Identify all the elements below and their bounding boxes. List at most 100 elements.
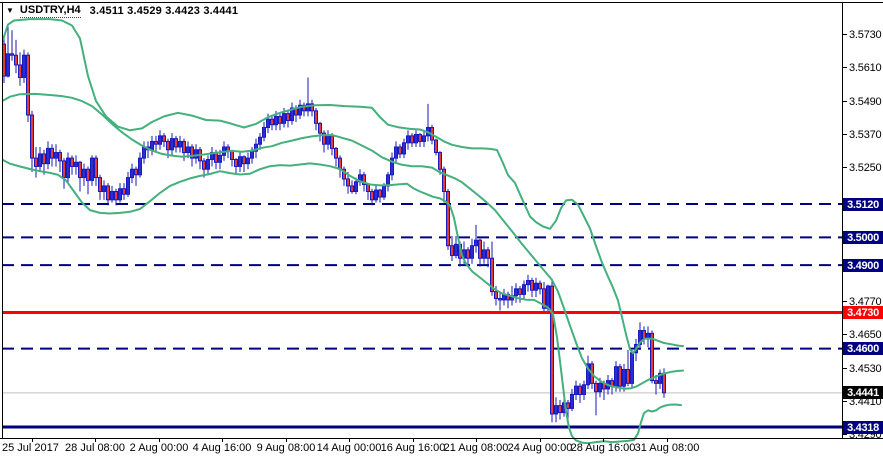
bear-candle xyxy=(166,140,170,151)
price-tick-mark xyxy=(843,134,847,135)
level-price-badge: 3.4600 xyxy=(843,342,883,355)
dropdown-arrow-icon[interactable]: ▼ xyxy=(6,6,14,15)
bear-candle xyxy=(174,138,178,148)
bull-candle xyxy=(306,103,310,112)
current-price-badge: 3.4441 xyxy=(843,386,883,399)
price-tick-label: 3.5250 xyxy=(843,161,883,174)
bollinger-upper-band xyxy=(2,18,684,355)
bull-candle xyxy=(74,161,78,167)
bull-candle xyxy=(238,156,242,167)
price-tick-label: 3.4770 xyxy=(843,295,883,308)
bear-candle xyxy=(538,282,542,290)
bear-candle xyxy=(434,139,438,154)
time-tick-mark xyxy=(413,439,414,442)
bull-candle xyxy=(46,147,50,165)
bull-candle xyxy=(6,53,10,77)
bear-candle xyxy=(334,147,338,159)
bull-candle xyxy=(142,146,146,159)
bull-candle xyxy=(414,133,418,144)
bull-candle xyxy=(470,245,474,259)
bull-candle xyxy=(546,285,550,309)
time-tick-mark xyxy=(286,439,287,442)
bull-candle xyxy=(282,113,286,124)
bear-candle xyxy=(350,185,354,192)
price-axis[interactable]: 3.57303.56103.54903.53703.52503.48903.47… xyxy=(843,0,883,459)
bear-candle xyxy=(498,298,502,301)
bear-candle xyxy=(318,122,322,134)
bear-candle xyxy=(14,54,18,66)
time-tick-mark xyxy=(603,439,604,442)
bear-candle xyxy=(478,239,482,259)
bull-candle xyxy=(598,382,602,393)
bear-candle xyxy=(558,405,562,414)
time-tick-label: 21 Aug 08:00 xyxy=(443,442,509,454)
candles-layer xyxy=(2,24,666,423)
price-tick-mark xyxy=(843,167,847,168)
bull-candle xyxy=(406,135,410,144)
bear-candle xyxy=(234,159,238,167)
bull-candle xyxy=(482,249,486,259)
bear-candle xyxy=(342,168,346,180)
bear-candle xyxy=(626,368,630,384)
bear-candle xyxy=(530,279,534,291)
top-border xyxy=(0,2,883,3)
bull-candle xyxy=(262,127,266,138)
bull-candle xyxy=(118,188,122,201)
bear-candle xyxy=(302,104,306,112)
price-tick-label: 3.5730 xyxy=(843,28,883,41)
bear-candle xyxy=(438,152,442,170)
bull-candle xyxy=(622,368,626,387)
bull-candle xyxy=(90,157,94,181)
price-tick-mark xyxy=(843,401,847,402)
bear-candle xyxy=(398,146,402,155)
bear-candle xyxy=(270,118,274,126)
price-tick-label: 3.5490 xyxy=(843,95,883,108)
bear-candle xyxy=(34,157,38,167)
bull-candle xyxy=(454,243,458,256)
bull-candle xyxy=(246,157,250,165)
bull-candle xyxy=(574,385,578,395)
bear-candle xyxy=(70,157,74,167)
bull-candle xyxy=(394,146,398,159)
time-tick-mark xyxy=(222,439,223,442)
bear-candle xyxy=(486,249,490,259)
bull-candle xyxy=(554,405,558,415)
bull-candle xyxy=(658,372,662,384)
bull-candle xyxy=(474,239,478,247)
level-price-badge: 3.4900 xyxy=(843,259,883,272)
bear-candle xyxy=(366,184,370,192)
bear-candle xyxy=(490,257,494,293)
time-axis[interactable]: 25 Jul 2017 28 Jul 08:00 2 Aug 00:00 4 Aug … xyxy=(0,439,883,459)
level-price-badge: 3.4730 xyxy=(843,306,883,319)
ohlc-quotes: 3.4511 3.4529 3.4423 3.4441 xyxy=(89,5,239,17)
bull-candle xyxy=(630,352,634,384)
bear-candle xyxy=(182,140,186,154)
bull-candle xyxy=(614,366,618,387)
right-border xyxy=(842,2,843,439)
bull-candle xyxy=(570,393,574,409)
bull-candle xyxy=(54,152,58,159)
bull-candle xyxy=(274,115,278,126)
bear-candle xyxy=(362,174,366,186)
bear-candle xyxy=(650,332,654,382)
bear-candle xyxy=(662,372,666,394)
price-tick-mark xyxy=(843,334,847,335)
bear-candle xyxy=(162,135,166,142)
bear-candle xyxy=(518,288,522,295)
time-tick-mark xyxy=(667,439,668,442)
bull-candle xyxy=(130,168,134,179)
bear-candle xyxy=(322,132,326,145)
bear-candle xyxy=(86,168,90,181)
bear-candle xyxy=(550,285,554,415)
bollinger-lower-band xyxy=(2,158,682,444)
bull-candle xyxy=(326,135,330,145)
bear-candle xyxy=(190,146,194,159)
time-tick-mark xyxy=(159,439,160,442)
bear-candle xyxy=(450,245,454,256)
bull-candle xyxy=(374,189,378,201)
bottom-axis-line xyxy=(0,438,883,439)
time-tick-label: 16 Aug 16:00 xyxy=(380,442,446,454)
time-tick-label: 28 Jul 08:00 xyxy=(65,442,125,454)
